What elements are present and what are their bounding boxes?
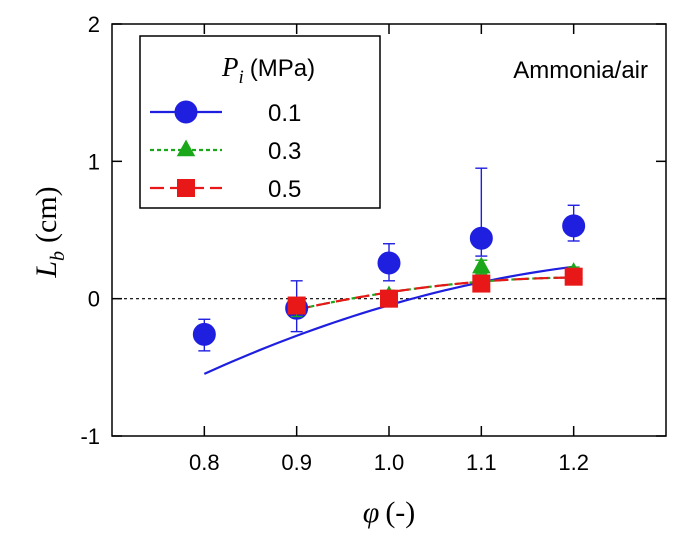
series-0.1-fit [203, 265, 574, 375]
legend-label: 0.3 [268, 138, 301, 165]
x-axis-label: φ (-) [363, 496, 416, 529]
data-point [469, 226, 493, 250]
x-tick-label: 1.1 [466, 450, 497, 475]
series-0.5-points [287, 267, 583, 315]
legend-entry-0.5: 0.5 [150, 176, 301, 203]
fit-line-0.1 [203, 265, 574, 375]
y-tick-label: 0 [88, 287, 100, 312]
legend-label: 0.1 [268, 100, 301, 127]
y-tick-label: 1 [88, 149, 100, 174]
legend-entry-0.3: 0.3 [150, 138, 301, 165]
y-tick-label: -1 [80, 424, 100, 449]
data-point [564, 267, 583, 286]
data-point [472, 256, 491, 274]
legend-entry-0.1: 0.1 [150, 100, 301, 127]
x-tick-label: 0.8 [189, 450, 220, 475]
data-point [377, 251, 401, 275]
series-layer [192, 167, 586, 375]
legend-marker [174, 100, 198, 124]
legend-label: 0.5 [268, 176, 301, 203]
y-axis-ticks: -1 0 1 2 [80, 12, 666, 449]
y-axis-label: Lb(cm) [30, 186, 69, 278]
legend-entries: 0.1 0.3 0.5 [150, 100, 301, 203]
x-axis-ticks: 0.8 0.9 1.0 1.1 1.2 [189, 24, 589, 475]
legend: Pi (MPa) 0.1 0.3 0.5 [139, 35, 381, 209]
data-point [287, 296, 306, 315]
legend-marker [176, 139, 196, 157]
series-0.5-fit [296, 276, 574, 311]
legend-title: Pi (MPa) [221, 52, 315, 88]
legend-marker [177, 179, 195, 197]
series-0.1-points [192, 167, 586, 352]
data-point [192, 322, 216, 346]
data-point [472, 274, 491, 293]
x-tick-label: 1.0 [374, 450, 405, 475]
y-tick-label: 2 [88, 12, 100, 37]
fit-line-0.5 [296, 276, 574, 311]
annotation-ammonia-air: Ammonia/air [513, 57, 648, 84]
data-point [380, 289, 398, 308]
x-tick-label: 0.9 [281, 450, 312, 475]
data-point [562, 214, 586, 238]
x-tick-label: 1.2 [558, 450, 589, 475]
